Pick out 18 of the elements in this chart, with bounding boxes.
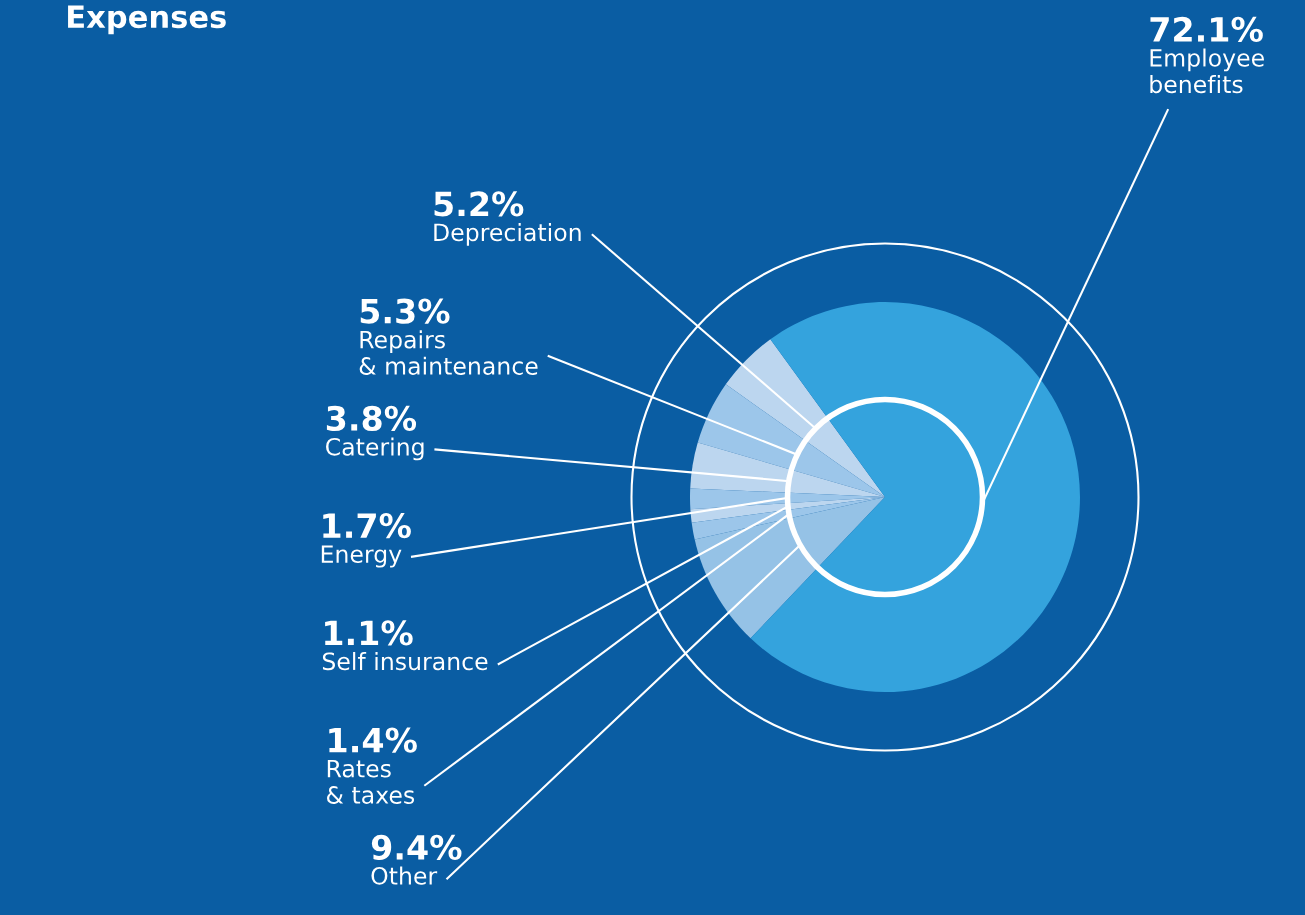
slice-label: Other xyxy=(371,866,438,885)
slice-label: Repairs & maintenance xyxy=(359,330,538,375)
data-label: 3.8% xyxy=(326,405,417,432)
data-label: 9.4% xyxy=(371,834,462,861)
pie-slice xyxy=(750,302,1080,692)
data-label: 72.1% xyxy=(1150,16,1263,43)
chart-title: Expenses xyxy=(68,5,226,35)
slice-label: Depreciation xyxy=(434,222,581,246)
data-label: 1.7% xyxy=(323,513,411,539)
slice-label: Energy xyxy=(321,545,402,568)
slice-label: Rates & taxes xyxy=(327,759,415,804)
slice-label: Catering xyxy=(326,437,424,461)
data-label: 1.1% xyxy=(325,620,413,646)
data-label: 5.3% xyxy=(360,298,450,324)
slice-label: Self insurance xyxy=(322,651,488,671)
data-label: 1.4% xyxy=(329,727,417,753)
data-label: 5.2% xyxy=(434,191,524,217)
slice-label: Employee benefits xyxy=(1150,48,1264,94)
